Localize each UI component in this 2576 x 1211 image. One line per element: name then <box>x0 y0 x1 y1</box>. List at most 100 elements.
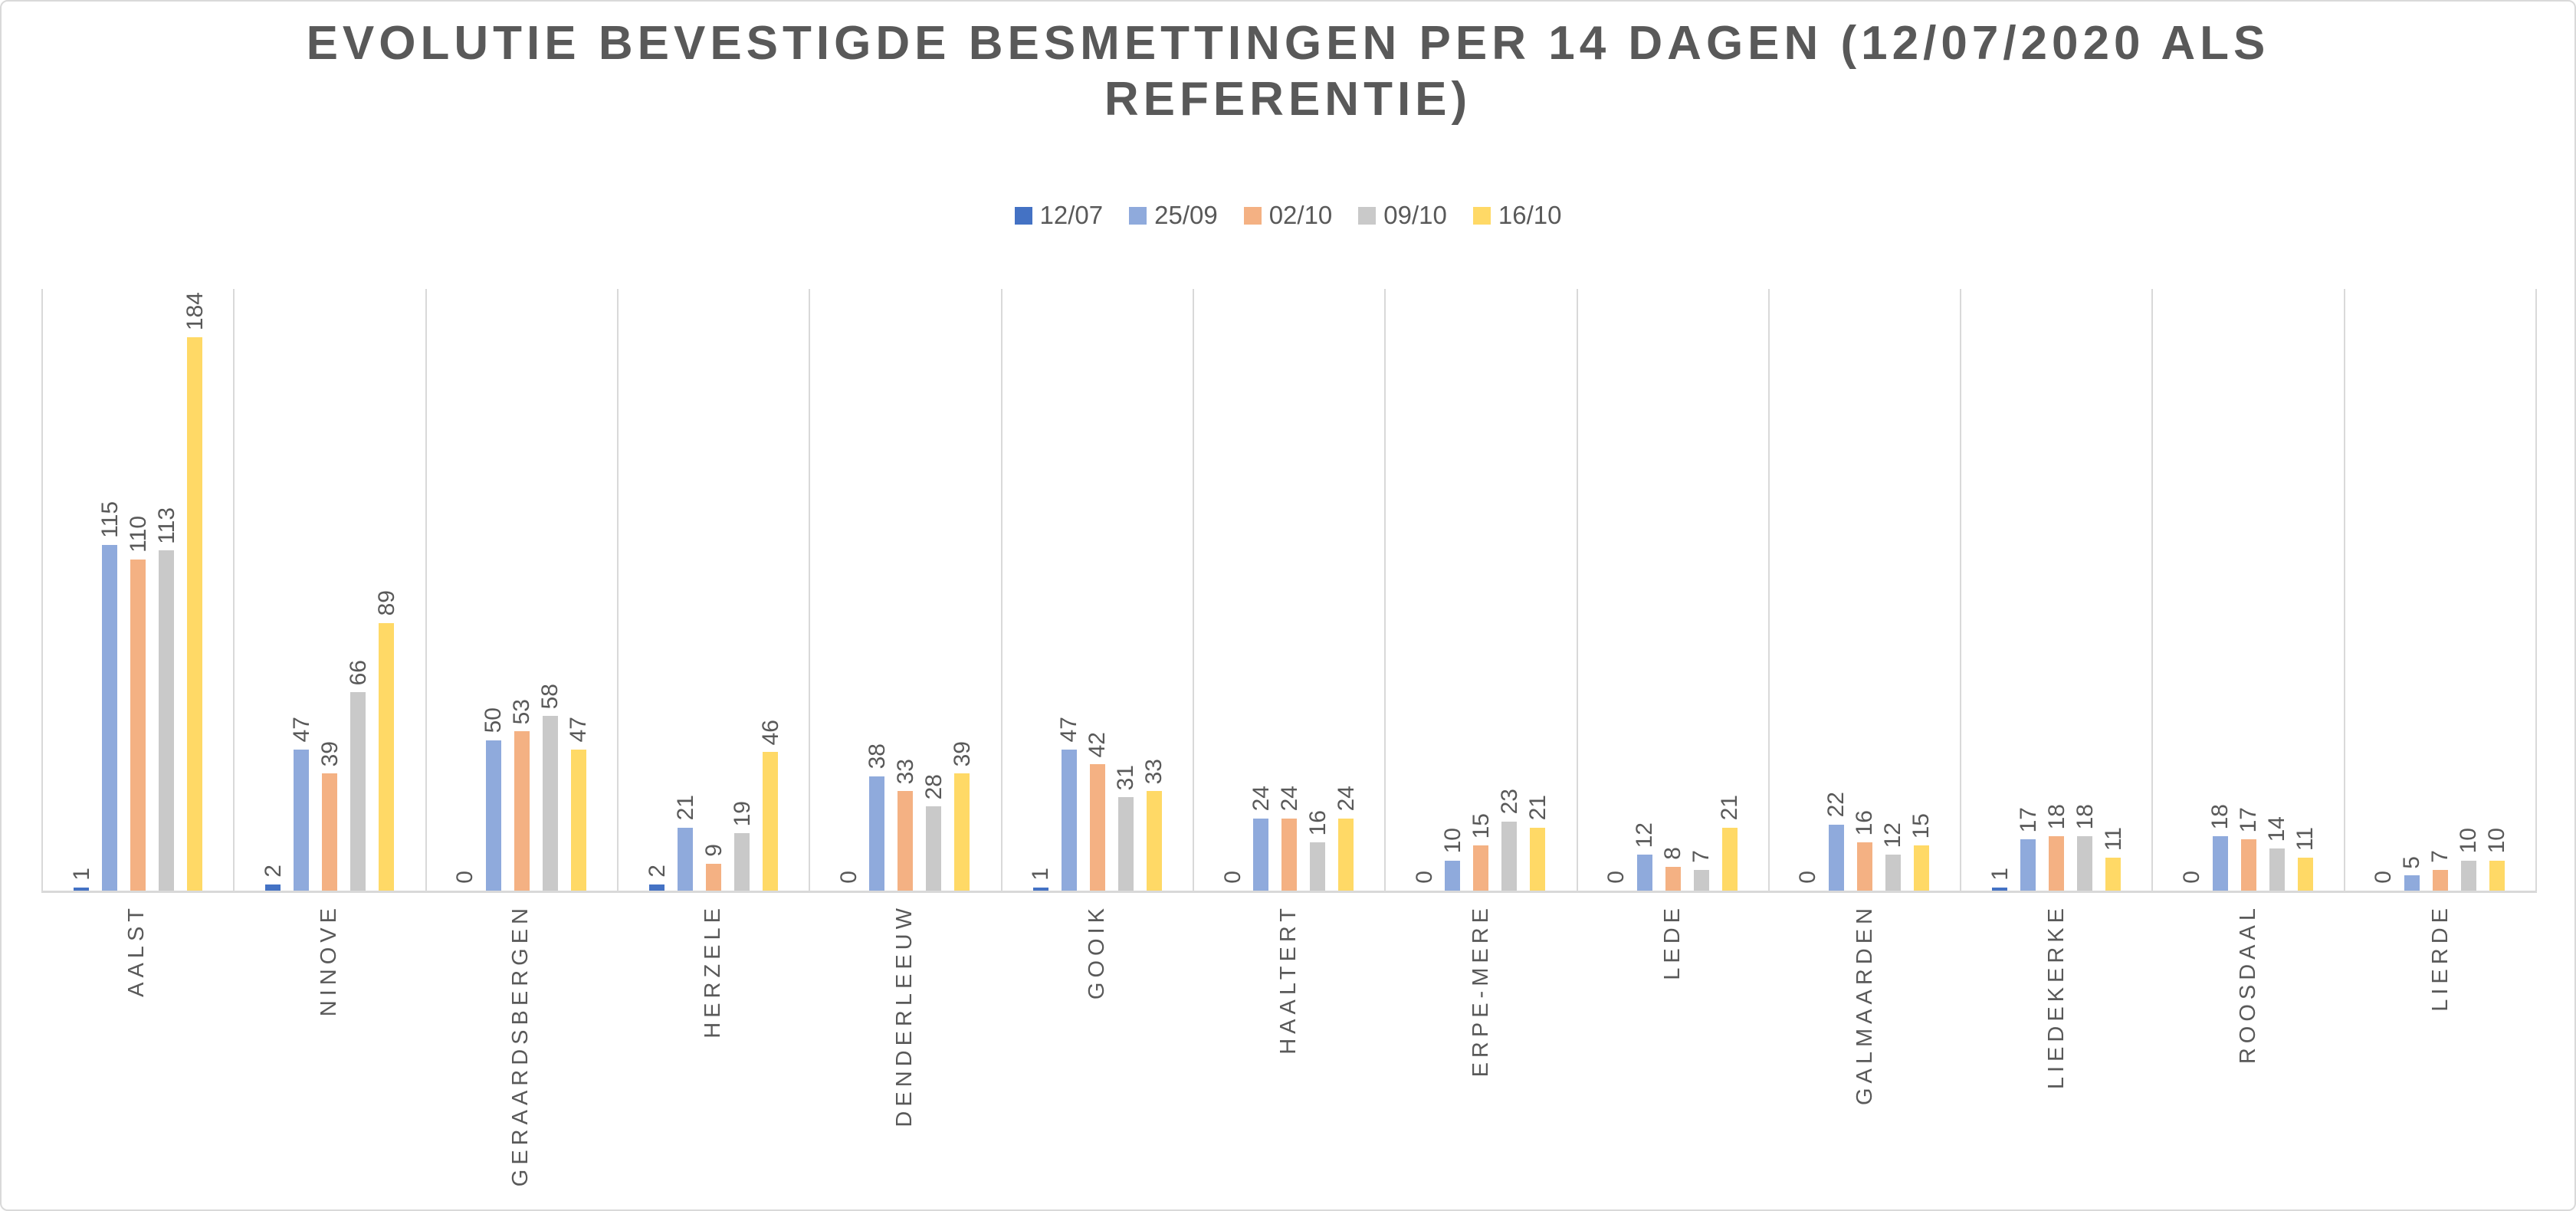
bar-cell-herzele-25-09: 21 <box>673 289 698 891</box>
bar-cell-erpe-mere-09-10: 23 <box>1497 289 1522 891</box>
category-group-galmaarden: 0 22 16 12 15 <box>1770 289 1962 891</box>
bar-cell-ninove-25-09: 47 <box>289 289 314 891</box>
bar-roosdaal-09-10 <box>2269 848 2285 891</box>
bar-lede-09-10 <box>1693 869 1709 891</box>
data-label-lierde-09-10: 10 <box>2456 828 2482 854</box>
bar-lede-02-10 <box>1665 866 1681 891</box>
bar-cell-herzele-02-10: 9 <box>701 289 727 891</box>
bar-cell-aalst-02-10: 110 <box>126 289 151 891</box>
data-label-lede-16-10: 21 <box>1717 795 1743 821</box>
data-label-aalst-09-10: 113 <box>153 507 179 544</box>
data-label-herzele-02-10: 9 <box>701 844 727 857</box>
bar-lede-16-10 <box>1721 827 1738 891</box>
x-label-denderleeuw: DENDERLEEUW <box>892 904 917 1127</box>
bars-geraardsbergen: 0 50 53 58 47 <box>427 289 617 891</box>
data-label-aalst-02-10: 110 <box>125 516 151 553</box>
x-label-cell-liedekerke: LIEDEKERKE <box>1961 904 2153 1206</box>
bar-cell-liedekerke-25-09: 17 <box>2016 289 2041 891</box>
legend-swatch-icon <box>1243 206 1262 225</box>
data-label-roosdaal-09-10: 14 <box>2264 816 2290 842</box>
data-label-galmaarden-16-10: 15 <box>1908 812 1934 839</box>
bar-gooik-02-10 <box>1089 764 1105 891</box>
x-label-cell-roosdaal: ROOSDAAL <box>2153 904 2345 1206</box>
x-label-cell-denderleeuw: DENDERLEEUW <box>809 904 1001 1206</box>
bar-cell-denderleeuw-25-09: 38 <box>865 289 890 891</box>
category-group-denderleeuw: 0 38 33 28 39 <box>810 289 1003 891</box>
bar-cell-aalst-12-07: 1 <box>69 289 94 891</box>
data-label-liedekerke-02-10: 18 <box>2043 803 2069 830</box>
data-label-galmaarden-12-07: 0 <box>1795 871 1821 884</box>
bar-cell-herzele-09-10: 19 <box>730 289 755 891</box>
x-label-gooik: GOOIK <box>1084 904 1109 1000</box>
category-group-lierde: 0 5 7 10 10 <box>2345 289 2538 891</box>
bar-ninove-02-10 <box>322 773 338 891</box>
bar-aalst-09-10 <box>159 550 175 891</box>
bar-cell-gooik-25-09: 47 <box>1056 289 1081 891</box>
data-label-lede-02-10: 8 <box>1660 846 1686 860</box>
legend-item-12-07: 12/07 <box>1014 201 1103 230</box>
data-label-ninove-25-09: 47 <box>288 717 314 743</box>
x-label-cell-ninove: NINOVE <box>233 904 425 1206</box>
data-label-gooik-09-10: 31 <box>1113 764 1139 791</box>
bar-haaltert-02-10 <box>1281 818 1298 891</box>
bar-roosdaal-25-09 <box>2212 836 2228 891</box>
bar-lierde-09-10 <box>2460 860 2476 891</box>
bar-cell-roosdaal-12-07: 0 <box>2179 289 2204 891</box>
bar-haaltert-16-10 <box>1338 818 1354 891</box>
bar-cell-denderleeuw-09-10: 28 <box>921 289 947 891</box>
legend-swatch-icon <box>1014 206 1032 225</box>
bar-cell-haaltert-09-10: 16 <box>1305 289 1331 891</box>
data-label-denderleeuw-09-10: 28 <box>920 773 947 800</box>
bar-cell-liedekerke-02-10: 18 <box>2044 289 2069 891</box>
bar-cell-galmaarden-12-07: 0 <box>1795 289 1820 891</box>
category-group-herzele: 2 21 9 19 46 <box>619 289 811 891</box>
bar-denderleeuw-09-10 <box>926 806 942 891</box>
data-label-ninove-02-10: 39 <box>317 740 343 766</box>
data-label-geraardsbergen-09-10: 58 <box>537 683 563 710</box>
bar-lierde-02-10 <box>2432 869 2448 891</box>
bar-ninove-09-10 <box>350 691 366 891</box>
bars-galmaarden: 0 22 16 12 15 <box>1770 289 1960 891</box>
x-label-ninove: NINOVE <box>316 904 341 1017</box>
bar-liedekerke-09-10 <box>2077 836 2093 891</box>
bar-cell-lede-09-10: 7 <box>1688 289 1714 891</box>
data-label-geraardsbergen-02-10: 53 <box>509 698 535 724</box>
bars-lede: 0 12 8 7 21 <box>1578 289 1768 891</box>
x-label-aalst: AALST <box>124 904 149 997</box>
data-label-denderleeuw-02-10: 33 <box>892 759 918 785</box>
data-label-geraardsbergen-12-07: 0 <box>452 871 478 884</box>
bar-cell-gooik-02-10: 42 <box>1085 289 1110 891</box>
x-label-cell-lede: LEDE <box>1577 904 1769 1206</box>
bar-herzele-02-10 <box>706 863 722 891</box>
data-label-herzele-16-10: 46 <box>757 720 783 746</box>
bar-cell-aalst-25-09: 115 <box>97 289 123 891</box>
data-label-denderleeuw-12-07: 0 <box>835 871 861 884</box>
bar-aalst-25-09 <box>102 544 118 891</box>
data-label-roosdaal-12-07: 0 <box>2179 871 2205 884</box>
bar-cell-lierde-09-10: 10 <box>2456 289 2481 891</box>
data-label-roosdaal-02-10: 17 <box>2236 806 2262 833</box>
data-label-galmaarden-25-09: 22 <box>1823 792 1849 818</box>
bar-gooik-09-10 <box>1117 797 1134 891</box>
bar-cell-erpe-mere-02-10: 15 <box>1468 289 1494 891</box>
x-label-cell-herzele: HERZELE <box>617 904 809 1206</box>
category-group-liedekerke: 1 17 18 18 11 <box>1961 289 2154 891</box>
data-label-haaltert-25-09: 24 <box>1248 786 1274 812</box>
data-label-erpe-mere-16-10: 21 <box>1524 795 1551 821</box>
bar-cell-erpe-mere-25-09: 10 <box>1440 289 1465 891</box>
legend-label: 25/09 <box>1154 201 1218 229</box>
data-label-erpe-mere-12-07: 0 <box>1411 871 1437 884</box>
legend-swatch-icon <box>1472 206 1491 225</box>
bar-liedekerke-12-07 <box>1992 888 2008 891</box>
bar-cell-geraardsbergen-16-10: 47 <box>566 289 591 891</box>
data-label-geraardsbergen-16-10: 47 <box>566 717 592 743</box>
bar-roosdaal-16-10 <box>2297 857 2313 891</box>
bar-erpe-mere-09-10 <box>1501 821 1518 891</box>
bar-cell-lierde-16-10: 10 <box>2484 289 2509 891</box>
bar-aalst-12-07 <box>74 888 90 891</box>
data-label-galmaarden-09-10: 12 <box>1880 822 1906 848</box>
bar-haaltert-25-09 <box>1253 818 1269 891</box>
data-label-herzele-25-09: 21 <box>672 795 698 821</box>
bar-cell-aalst-16-10: 184 <box>182 289 208 891</box>
